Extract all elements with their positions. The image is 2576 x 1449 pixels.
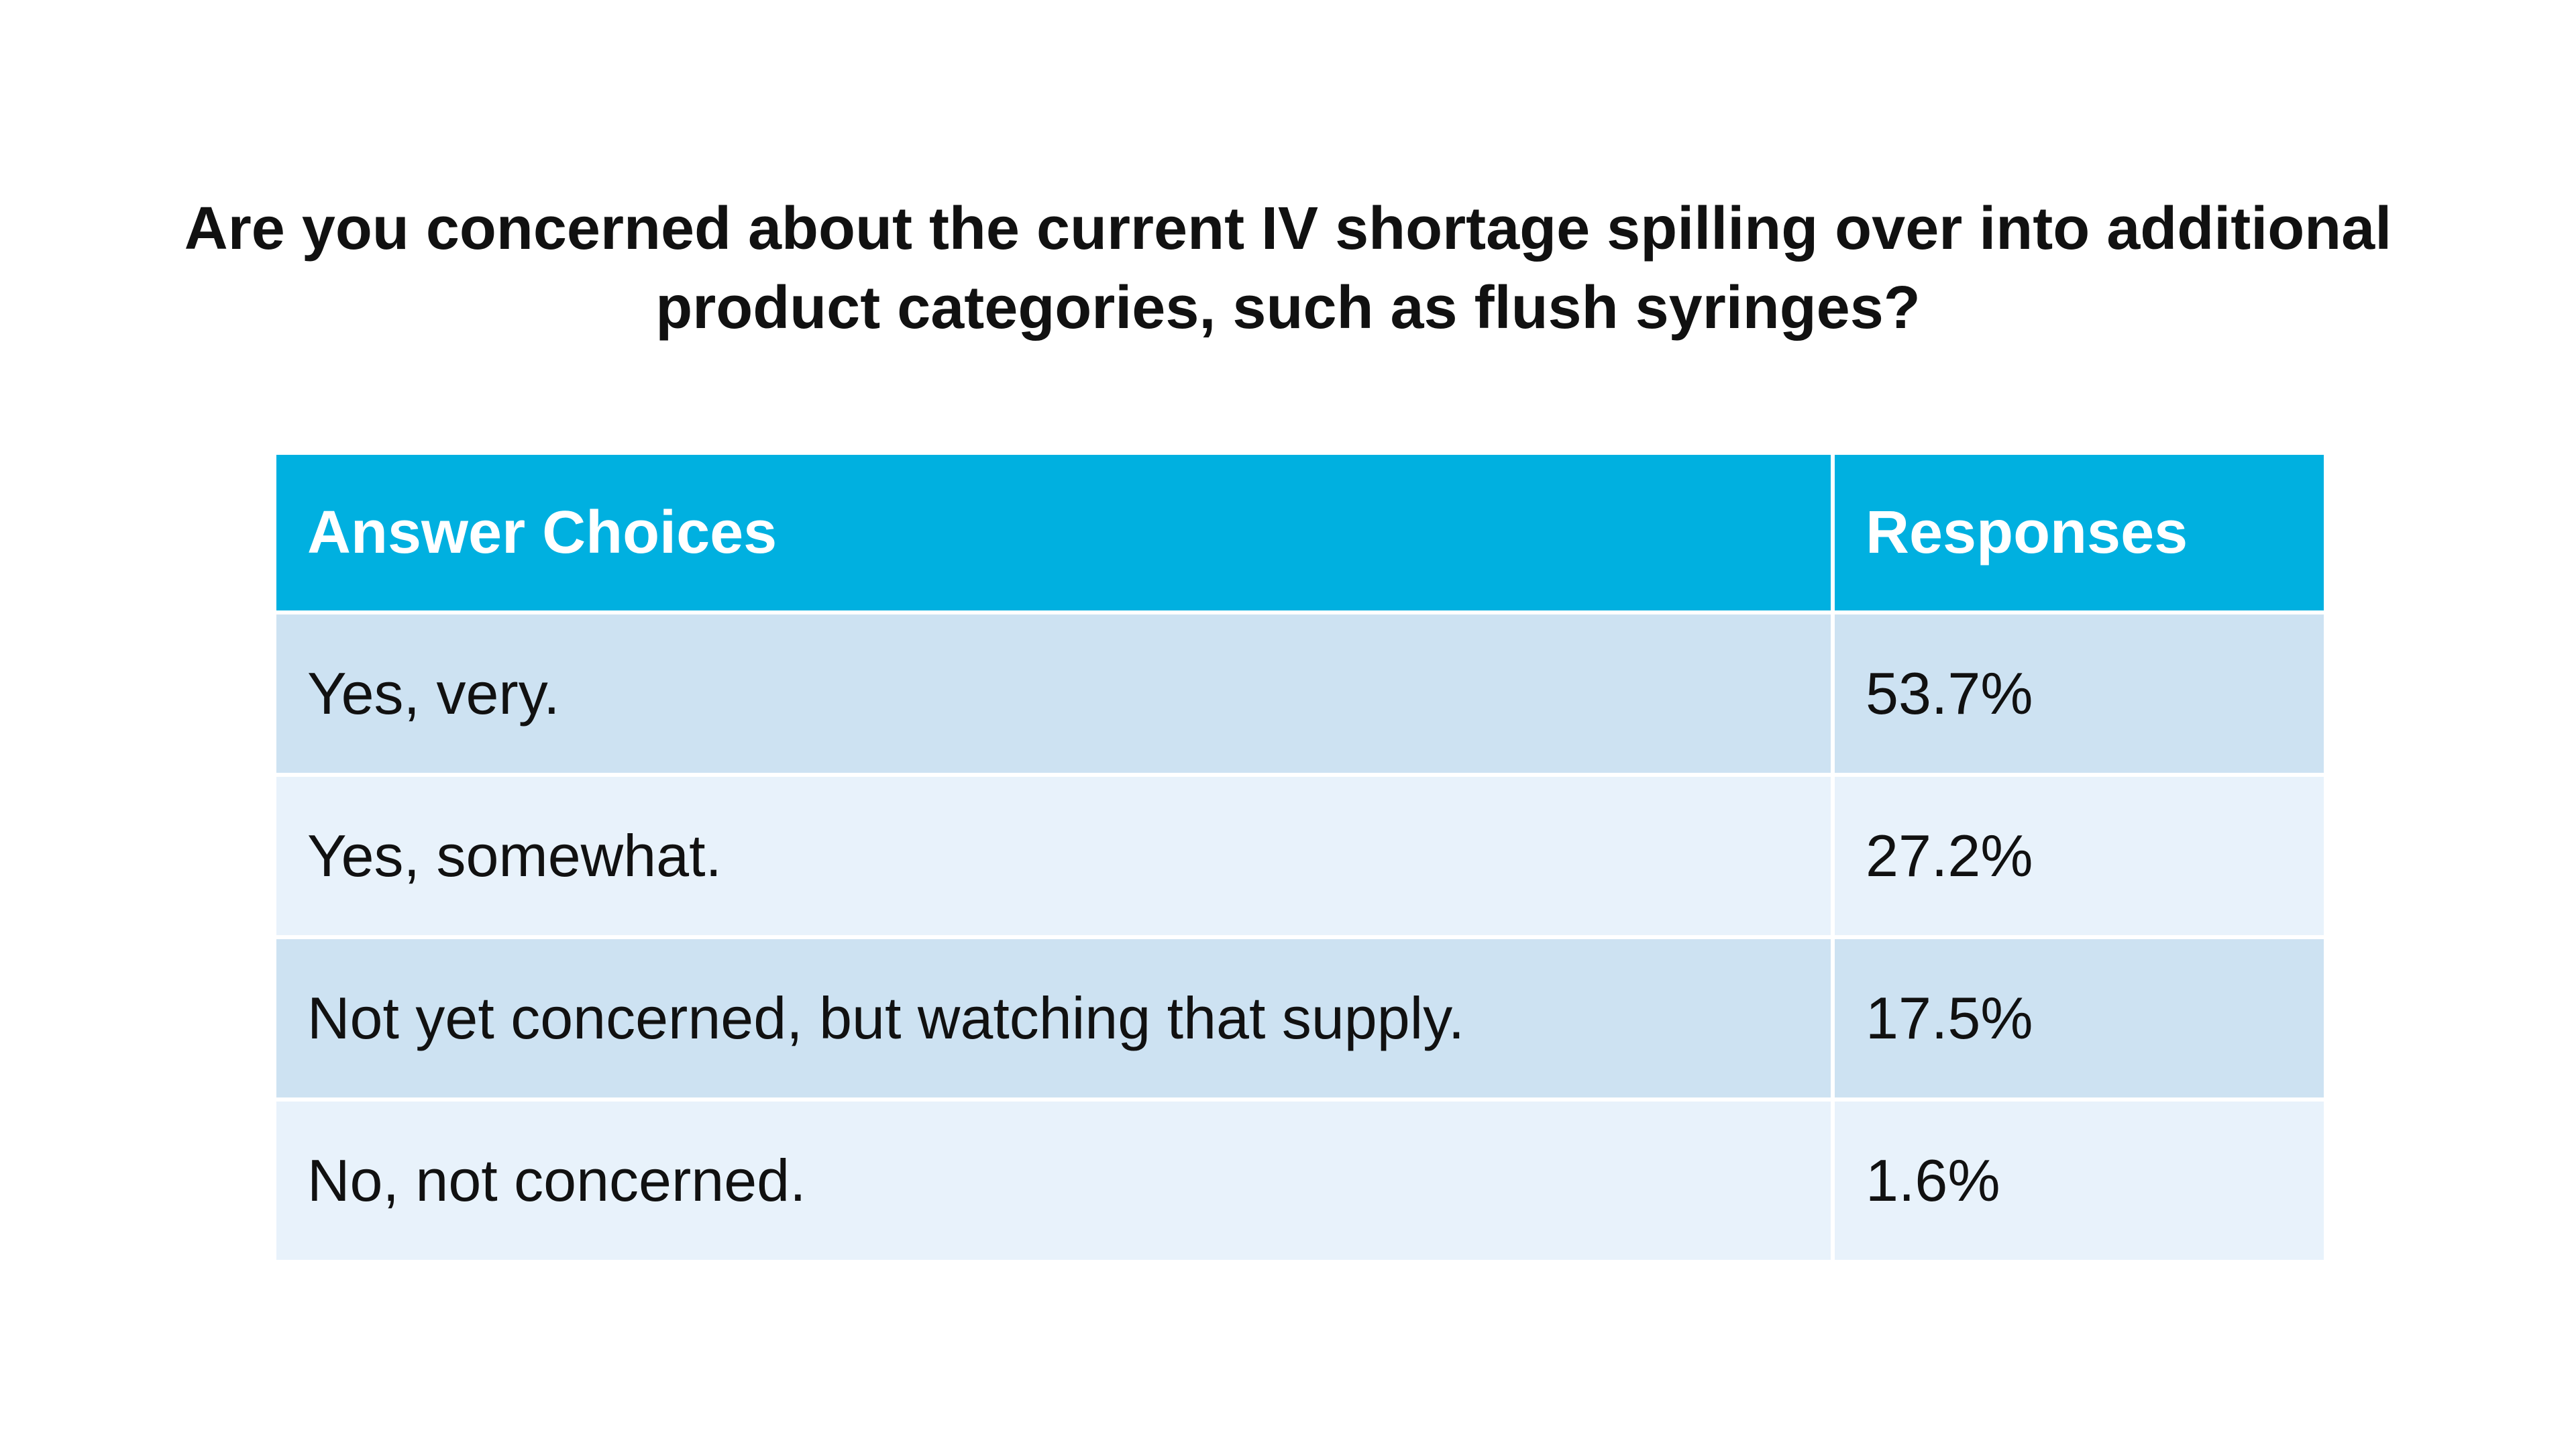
survey-question-title: Are you concerned about the current IV s… xyxy=(0,189,2576,347)
response-value-cell: 27.2% xyxy=(1831,773,2324,937)
title-line-1: Are you concerned about the current IV s… xyxy=(184,195,2392,262)
column-header-answer-choices: Answer Choices xyxy=(276,455,1833,612)
answer-choice-cell: Yes, somewhat. xyxy=(276,773,1833,937)
response-value-cell: 1.6% xyxy=(1831,1097,2324,1260)
response-value-cell: 53.7% xyxy=(1831,610,2324,775)
column-header-responses: Responses xyxy=(1831,455,2324,612)
title-line-2: product categories, such as flush syring… xyxy=(655,274,1921,341)
answer-choice-cell: Not yet concerned, but watching that sup… xyxy=(276,935,1833,1099)
table-row: No, not concerned. 1.6% xyxy=(276,1097,2324,1260)
table-row: Yes, very. 53.7% xyxy=(276,610,2324,775)
table-row: Yes, somewhat. 27.2% xyxy=(276,773,2324,937)
table-row: Not yet concerned, but watching that sup… xyxy=(276,935,2324,1099)
survey-results-table: Answer Choices Responses Yes, very. 53.7… xyxy=(276,455,2324,1260)
table-header-row: Answer Choices Responses xyxy=(276,455,2324,612)
response-value-cell: 17.5% xyxy=(1831,935,2324,1099)
answer-choice-cell: Yes, very. xyxy=(276,610,1833,775)
answer-choice-cell: No, not concerned. xyxy=(276,1097,1833,1260)
